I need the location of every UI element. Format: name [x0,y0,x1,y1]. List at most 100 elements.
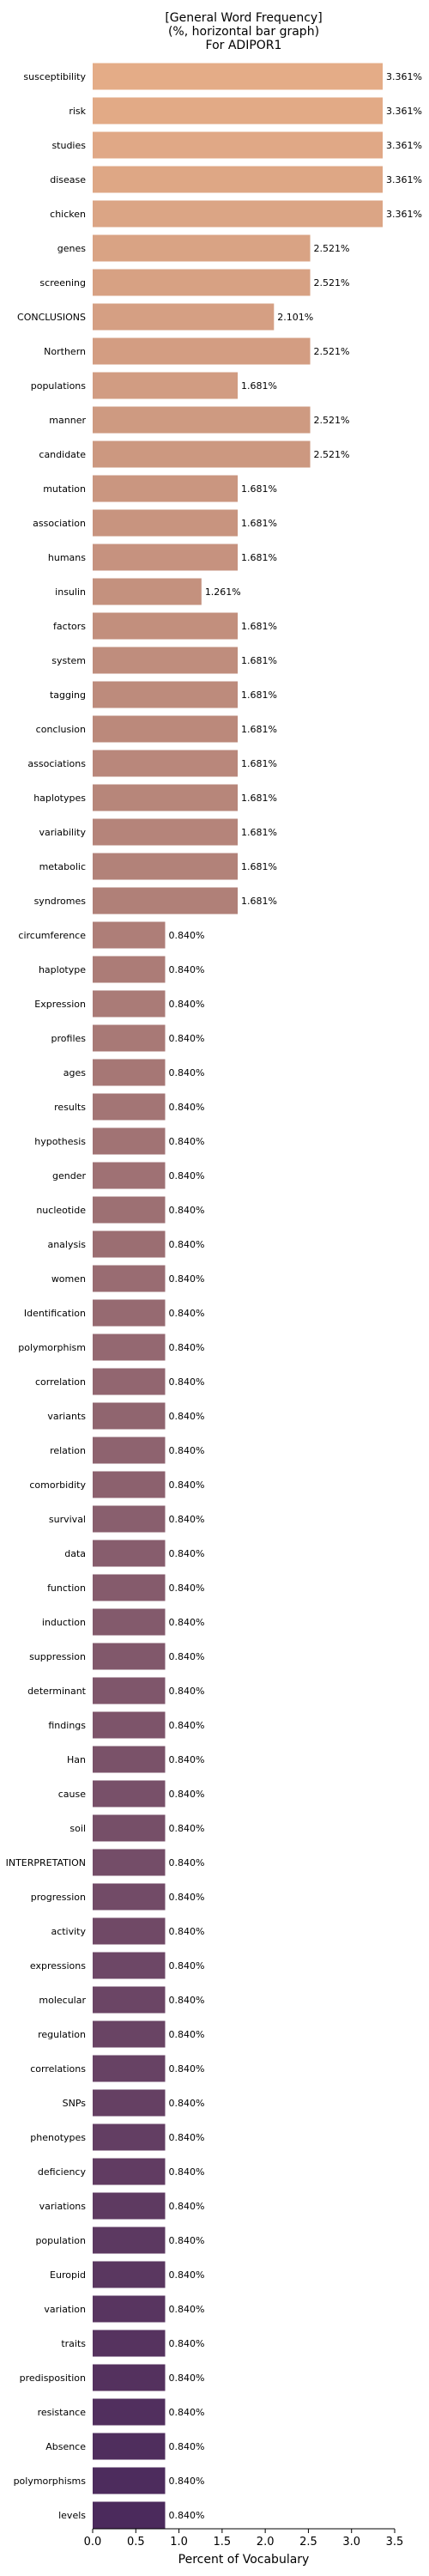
bar [93,1471,166,1498]
bar [93,372,239,399]
value-label: 2.521% [314,415,350,426]
value-label: 1.681% [241,758,277,769]
value-label: 0.840% [168,1205,204,1216]
category-label: syndromes [34,896,87,907]
bar [93,1334,166,1361]
value-label: 0.840% [168,930,204,941]
category-label: ages [63,1067,86,1078]
category-label: hypothesis [34,1136,86,1147]
bar [93,1986,166,2014]
bar [93,440,311,468]
category-label: INTERPRETATION [6,1857,86,1868]
bar [93,2227,166,2254]
bar [93,2020,166,2048]
bar [93,1402,166,1430]
value-label: 0.840% [168,1583,204,1594]
bar [93,2261,166,2288]
category-label: variations [39,2201,87,2212]
category-label: analysis [47,1239,86,1250]
value-label: 0.840% [168,2269,204,2281]
value-label: 0.840% [168,2338,204,2349]
bar [93,1162,166,1189]
bar [93,853,239,880]
bar [93,2295,166,2323]
category-label: traits [61,2338,86,2349]
bar [93,1505,166,1533]
category-label: levels [58,2510,86,2521]
bar [93,1059,166,1086]
bar [93,887,239,914]
bar [93,544,239,571]
category-label: Identification [24,1308,86,1319]
category-label: humans [48,552,86,563]
bar [93,2467,166,2494]
bar [93,1265,166,1292]
category-label: association [33,518,86,529]
bar [93,818,239,846]
category-label: haplotype [39,964,86,975]
category-label: susceptibility [23,71,86,82]
category-label: relation [50,1445,86,1456]
value-label: 0.840% [168,1651,204,1662]
category-label: population [35,2235,86,2246]
bar [93,1230,166,1258]
category-label: insulin [55,586,86,598]
category-label: resistance [38,2407,87,2418]
value-label: 0.840% [168,1720,204,1731]
category-label: determinant [27,1686,87,1697]
category-label: chicken [50,209,86,220]
bar [93,750,239,777]
value-label: 3.361% [386,209,422,220]
value-label: 0.840% [168,1342,204,1353]
value-label: 2.101% [277,312,313,323]
bar [93,1643,166,1670]
value-label: 0.840% [168,1789,204,1800]
chart-title-line-3: For ADIPOR1 [206,39,282,52]
category-label: regulation [38,2029,86,2040]
bar [93,1917,166,1945]
category-label: risk [69,106,86,117]
value-label: 0.840% [168,2166,204,2178]
category-label: expressions [30,1960,86,1971]
chart-title-line-1: [General Word Frequency] [165,11,322,25]
category-label: phenotypes [30,2132,86,2143]
bar [93,921,166,949]
bar [93,2192,166,2220]
value-label: 3.361% [386,71,422,82]
category-label: conclusion [36,724,86,735]
bar [93,166,384,193]
value-label: 1.681% [241,793,277,804]
chart-title: [General Word Frequency] (%, horizontal … [165,11,322,52]
bar [93,612,239,640]
bar [93,1711,166,1739]
value-label: 1.681% [241,690,277,701]
bar [93,2330,166,2357]
value-label: 0.840% [168,2510,204,2521]
bar [93,2433,166,2460]
value-label: 0.840% [168,1686,204,1697]
bar [93,2089,166,2117]
x-tick-label: 2.5 [299,2536,317,2549]
category-label: activity [51,1926,86,1937]
bar [93,647,239,674]
bar [93,1883,166,1911]
bar [93,1677,166,1704]
category-label: studies [51,140,86,151]
bar [93,1746,166,1773]
bar [93,2158,166,2185]
value-label: 1.681% [241,552,277,563]
value-label: 1.681% [241,518,277,529]
bar [93,1574,166,1601]
value-label: 1.681% [241,380,277,392]
value-label: 2.521% [314,346,350,357]
bar [93,2501,166,2529]
value-label: 0.840% [168,1376,204,1388]
value-label: 1.681% [241,621,277,632]
value-label: 0.840% [168,1514,204,1525]
value-label: 1.681% [241,655,277,666]
value-label: 1.261% [205,586,241,598]
value-label: 0.840% [168,1548,204,1559]
bar [93,234,311,262]
value-label: 0.840% [168,2441,204,2452]
x-tick-label: 0.0 [84,2536,102,2549]
